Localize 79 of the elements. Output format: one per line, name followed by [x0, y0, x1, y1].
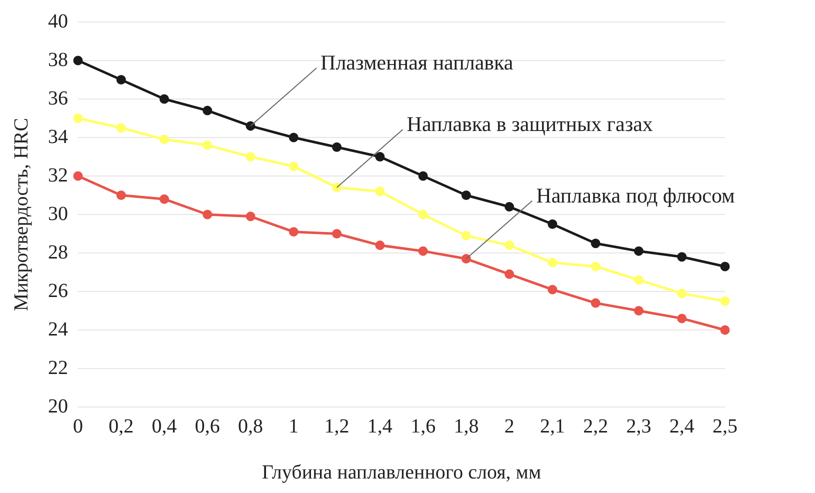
point — [548, 219, 558, 229]
point — [375, 240, 385, 250]
point — [461, 254, 471, 264]
y-tick-label: 34 — [48, 126, 68, 148]
y-tick-label: 24 — [48, 318, 68, 340]
point — [288, 162, 298, 172]
x-tick-label: 0 — [73, 415, 83, 438]
y-tick-label: 30 — [48, 202, 68, 225]
x-tick-label: 0,4 — [152, 415, 177, 438]
point — [73, 171, 83, 181]
point — [504, 240, 514, 250]
point — [548, 258, 558, 268]
point — [677, 252, 687, 262]
point — [332, 142, 342, 152]
point — [332, 229, 342, 238]
x-tick-label: 2,4 — [669, 415, 694, 438]
point — [720, 262, 730, 272]
point — [677, 288, 687, 298]
point — [202, 140, 212, 150]
point — [202, 210, 212, 220]
point — [634, 246, 644, 256]
point — [288, 227, 298, 237]
x-tick-label: 1,2 — [324, 415, 350, 438]
y-tick-label: 26 — [48, 280, 68, 302]
point — [116, 75, 126, 84]
x-tick-label: 1 — [288, 415, 299, 438]
y-tick-label: 38 — [48, 48, 68, 71]
y-tick-label: 40 — [48, 10, 68, 32]
point — [288, 132, 298, 142]
point — [677, 314, 687, 324]
point — [418, 246, 428, 256]
point — [548, 284, 558, 294]
annotation: Плазменная наплавка — [320, 50, 514, 74]
point — [634, 306, 644, 316]
point — [418, 171, 428, 181]
point — [634, 275, 644, 285]
y-tick-label: 32 — [48, 164, 68, 186]
point — [116, 190, 126, 200]
point — [461, 190, 471, 200]
point — [375, 186, 385, 196]
x-tick-label: 1,4 — [367, 415, 392, 438]
point — [160, 134, 170, 144]
point — [116, 123, 126, 133]
point — [246, 121, 256, 131]
point — [461, 230, 471, 240]
x-tick-label: 0,8 — [238, 415, 264, 438]
annotation: Наплавка под флюсом — [536, 183, 735, 208]
point — [590, 238, 600, 248]
point — [375, 152, 385, 162]
x-tick-label: 1,6 — [410, 415, 436, 438]
point — [504, 202, 514, 212]
point — [418, 210, 428, 220]
point — [246, 152, 256, 162]
x-tick-label: 2,3 — [626, 415, 652, 438]
point — [160, 94, 170, 104]
point — [590, 262, 600, 272]
point — [202, 106, 212, 116]
point — [73, 56, 83, 66]
y-tick-label: 36 — [48, 87, 68, 110]
y-tick-label: 28 — [48, 241, 68, 264]
annotation: Наплавка в защитных газах — [406, 112, 654, 136]
point — [720, 296, 730, 306]
x-tick-label: 1,8 — [454, 415, 479, 438]
x-tick-label: 2 — [504, 415, 514, 438]
point — [160, 194, 170, 204]
x-tick-label: 0,2 — [108, 415, 134, 438]
x-tick-label: 2,5 — [712, 415, 738, 438]
point — [246, 212, 256, 222]
y-tick-label: 22 — [48, 356, 68, 379]
y-axis-title: Микротвердость, HRC — [10, 118, 32, 312]
point — [590, 298, 600, 308]
x-axis-title: Глубина наплавленного слоя, мм — [262, 461, 542, 484]
point — [504, 269, 514, 279]
point — [73, 114, 83, 123]
point — [720, 325, 730, 335]
x-tick-label: 2,1 — [540, 415, 565, 438]
y-tick-label: 20 — [48, 395, 68, 418]
x-tick-label: 2,2 — [583, 415, 608, 438]
x-tick-label: 0,6 — [194, 415, 220, 438]
